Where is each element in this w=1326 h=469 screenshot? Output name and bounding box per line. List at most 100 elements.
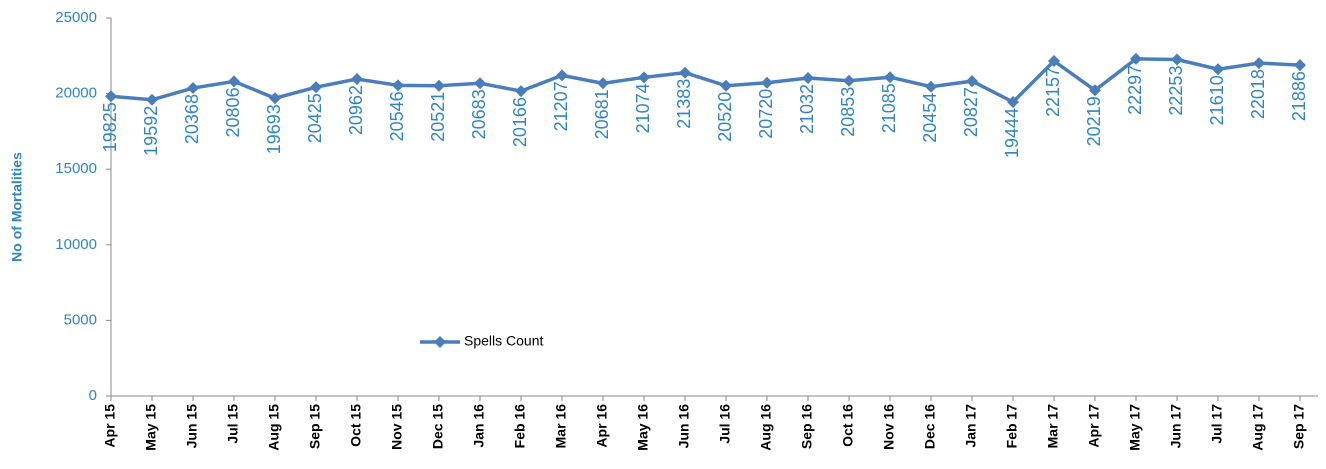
legend-label: Spells Count [464, 333, 543, 349]
point-marker [146, 93, 158, 106]
x-tick-label: Jan 16 [471, 404, 487, 448]
data-label: 20368 [182, 94, 202, 144]
point-marker [679, 66, 691, 79]
data-label: 21074 [633, 83, 653, 133]
x-tick-label: Apr 17 [1086, 404, 1102, 448]
data-label: 21383 [674, 79, 694, 129]
data-label: 22253 [1166, 66, 1186, 116]
point-marker [638, 71, 650, 84]
point-marker [1294, 59, 1306, 72]
data-label: 20425 [305, 93, 325, 143]
x-tick-label: Jul 15 [225, 404, 241, 444]
y-axis-label: No of Mortalities [9, 152, 25, 262]
point-marker [310, 81, 322, 94]
point-marker [474, 77, 486, 90]
data-label: 21610 [1207, 75, 1227, 125]
data-label: 21085 [879, 83, 899, 133]
data-label: 20166 [510, 97, 530, 147]
y-tick-label: 0 [89, 387, 97, 404]
x-tick-label: May 16 [635, 404, 651, 451]
x-tick-label: Dec 15 [430, 404, 446, 449]
x-tick-label: Sep 17 [1291, 404, 1307, 449]
x-tick-label: Nov 16 [881, 404, 897, 450]
data-label: 20219 [1084, 96, 1104, 146]
data-label: 20454 [920, 93, 940, 143]
point-marker [884, 71, 896, 84]
legend-marker [434, 336, 446, 348]
data-label: 22157 [1043, 67, 1063, 117]
point-marker [843, 74, 855, 87]
point-marker [269, 92, 281, 105]
x-tick-label: Feb 16 [512, 404, 528, 449]
point-marker [105, 90, 117, 103]
point-marker [1089, 84, 1101, 97]
data-label: 20853 [838, 87, 858, 137]
point-marker [515, 85, 527, 98]
point-marker [392, 79, 404, 92]
x-tick-label: Jan 17 [963, 404, 979, 448]
point-marker [1171, 53, 1183, 66]
y-tick-label: 15000 [55, 160, 97, 177]
x-tick-label: Jun 16 [676, 404, 692, 449]
x-tick-label: Apr 15 [102, 404, 118, 448]
data-label: 20806 [223, 87, 243, 137]
point-marker [597, 77, 609, 90]
data-label: 20520 [715, 92, 735, 142]
x-tick-label: Jun 17 [1168, 404, 1184, 449]
point-marker [556, 69, 568, 82]
data-label: 21886 [1289, 71, 1309, 121]
x-tick-label: Sep 16 [799, 404, 815, 449]
x-tick-label: Aug 15 [266, 404, 282, 451]
x-tick-label: Jul 16 [717, 404, 733, 444]
point-marker [1253, 57, 1265, 70]
series-line [110, 57, 1301, 105]
point-marker [966, 75, 978, 88]
x-tick-label: Jul 17 [1209, 404, 1225, 444]
data-label: 22297 [1125, 65, 1145, 115]
point-marker [228, 75, 240, 88]
data-label: 19693 [264, 104, 284, 154]
data-label: 20827 [961, 87, 981, 137]
y-tick-label: 10000 [55, 236, 97, 253]
data-label: 19592 [141, 106, 161, 156]
point-marker [351, 73, 363, 86]
point-marker [720, 79, 732, 92]
data-label: 20683 [469, 89, 489, 139]
data-label: 22018 [1248, 69, 1268, 119]
x-tick-label: Mar 16 [553, 404, 569, 449]
data-label: 21032 [797, 84, 817, 134]
point-marker [761, 76, 773, 89]
data-label: 20546 [387, 91, 407, 141]
x-tick-label: Feb 17 [1004, 404, 1020, 449]
point-marker [187, 82, 199, 95]
x-tick-label: Oct 16 [840, 404, 856, 447]
x-tick-label: Aug 16 [758, 404, 774, 451]
point-marker [925, 80, 937, 93]
data-label: 20962 [346, 85, 366, 135]
data-label: 20720 [756, 89, 776, 139]
x-tick-label: May 15 [143, 404, 159, 451]
data-label: 19825 [100, 102, 120, 152]
point-marker [1007, 96, 1019, 109]
point-marker [1048, 54, 1060, 67]
data-label: 21207 [551, 81, 571, 131]
point-marker [1212, 63, 1224, 76]
point-marker [1130, 52, 1142, 65]
x-tick-label: May 17 [1127, 404, 1143, 451]
x-tick-label: Dec 16 [922, 404, 938, 449]
data-label: 19444 [1002, 108, 1022, 158]
x-tick-label: Jun 15 [184, 404, 200, 449]
x-tick-label: Mar 17 [1045, 404, 1061, 449]
x-tick-label: Oct 15 [348, 404, 364, 447]
point-marker [433, 79, 445, 92]
x-tick-label: Sep 15 [307, 404, 323, 449]
x-tick-label: Apr 16 [594, 404, 610, 448]
x-tick-label: Aug 17 [1250, 404, 1266, 451]
y-tick-label: 5000 [64, 311, 97, 328]
data-label: 20521 [428, 92, 448, 142]
x-tick-label: Nov 15 [389, 404, 405, 450]
y-tick-label: 20000 [55, 85, 97, 102]
data-label: 20681 [592, 89, 612, 139]
